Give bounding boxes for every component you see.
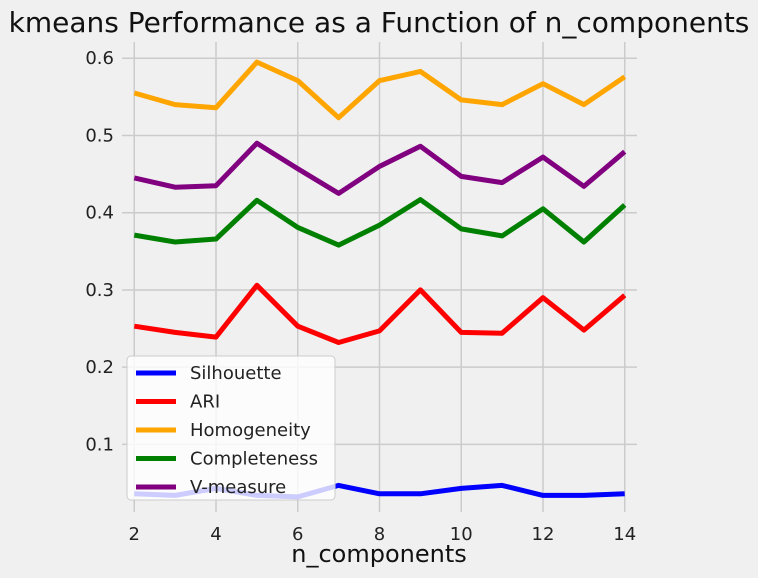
legend-label: Homogeneity bbox=[190, 420, 311, 441]
series-line-completeness bbox=[133, 197, 627, 248]
legend-label: ARI bbox=[190, 392, 220, 413]
x-tick-label: 4 bbox=[210, 524, 221, 545]
legend-label: V-measure bbox=[190, 477, 286, 498]
grid bbox=[122, 42, 637, 512]
y-tick-label: 0.2 bbox=[85, 357, 114, 378]
x-tick-label: 6 bbox=[292, 524, 303, 545]
x-tick-label: 14 bbox=[613, 524, 636, 545]
x-tick-label: 2 bbox=[129, 524, 140, 545]
series-line-homogeneity bbox=[133, 59, 627, 121]
legend: Silhouette ARI Homogeneity Completeness V-me… bbox=[126, 355, 336, 501]
legend-label: Silhouette bbox=[190, 363, 282, 384]
x-tick-label: 10 bbox=[450, 524, 473, 545]
y-tick-label: 0.4 bbox=[85, 203, 114, 224]
y-tick-label: 0.1 bbox=[85, 434, 114, 455]
x-tick-label: 12 bbox=[532, 524, 555, 545]
series-line-v-measure bbox=[133, 140, 627, 196]
y-tick-label: 0.5 bbox=[85, 125, 114, 146]
series-line-ari bbox=[133, 282, 627, 345]
y-tick-label: 0.3 bbox=[85, 280, 114, 301]
legend-box bbox=[126, 355, 336, 501]
chart-title: kmeans Performance as a Function of n_co… bbox=[9, 6, 750, 39]
x-axis-label: n_components bbox=[291, 540, 467, 568]
y-tick-label: 0.6 bbox=[85, 48, 114, 69]
axis-ticks: 2 4 6 8 10 12 14 0.1 0.2 0.3 0.4 0.5 0.6 bbox=[85, 48, 636, 545]
legend-label: Completeness bbox=[190, 449, 318, 470]
x-tick-label: 8 bbox=[374, 524, 385, 545]
